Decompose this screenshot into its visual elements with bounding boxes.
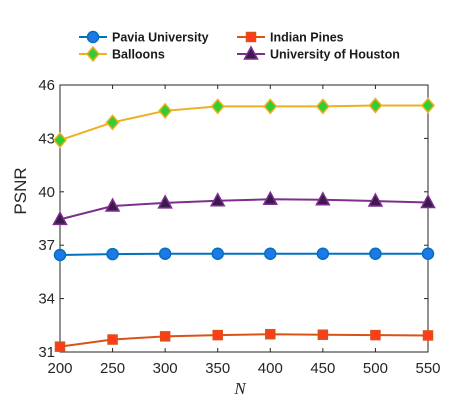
legend-marker-pavia-university <box>86 30 100 44</box>
data-point-pavia-university-4 <box>264 247 277 260</box>
x-tick-label-5: 450 <box>310 360 335 377</box>
data-point-university-of-houston-3 <box>209 192 226 207</box>
series-pavia-university <box>53 247 435 262</box>
data-point-balloons-7 <box>421 97 435 114</box>
legend-label-indian-pines: Indian Pines <box>270 31 344 45</box>
series-layer <box>52 97 436 352</box>
data-point-balloons-5 <box>315 98 330 115</box>
x-axis-label: N <box>233 379 247 398</box>
y-axis-label: PSNR <box>11 167 30 214</box>
series-line-indian-pines <box>59 333 429 348</box>
data-point-pavia-university-3 <box>211 247 224 260</box>
series-line-balloons <box>59 104 428 142</box>
y-tick-label-2: 37 <box>38 237 55 254</box>
data-point-university-of-houston-7 <box>420 193 436 209</box>
y-tick-label-4: 43 <box>38 130 55 147</box>
series-line-university-of-houston <box>59 198 429 221</box>
legend-label-balloons: Balloons <box>112 48 165 62</box>
series-indian-pines <box>54 328 434 352</box>
y-tick-label-0: 31 <box>38 344 55 361</box>
legend-marker-indian-pines <box>245 31 257 43</box>
legend-marker-university-of-houston <box>243 45 259 60</box>
data-point-balloons-3 <box>210 98 225 115</box>
x-tick-label-7: 550 <box>415 360 440 377</box>
y-tick-label-1: 34 <box>38 291 55 308</box>
data-point-balloons-4 <box>263 98 278 115</box>
data-point-pavia-university-2 <box>158 247 172 260</box>
data-point-balloons-2 <box>158 102 173 119</box>
legend-item-university-of-houston: University of Houston <box>237 45 400 62</box>
x-tick-label-3: 350 <box>205 360 230 377</box>
plot-axes: 200 250 300 350 400 450 500 550 31 34 37 40 43 46 <box>38 77 440 377</box>
legend-marker-balloons <box>86 45 100 63</box>
legend-item-balloons: Balloons <box>79 45 165 63</box>
series-university-of-houston <box>52 190 436 226</box>
data-point-pavia-university-0 <box>53 248 67 262</box>
x-tick-label-4: 400 <box>258 360 283 377</box>
data-point-university-of-houston-0 <box>52 210 68 226</box>
data-point-pavia-university-1 <box>106 247 119 261</box>
data-point-university-of-houston-2 <box>157 194 173 209</box>
legend-label-pavia-university: Pavia University <box>112 31 209 45</box>
data-point-indian-pines-1 <box>107 334 118 345</box>
data-point-university-of-houston-1 <box>104 197 121 212</box>
data-point-pavia-university-6 <box>369 247 382 260</box>
x-tick-label-1: 250 <box>100 360 125 377</box>
data-point-indian-pines-0 <box>54 341 66 352</box>
data-point-indian-pines-6 <box>370 329 381 341</box>
y-tick-label-3: 40 <box>38 184 55 201</box>
legend-item-indian-pines: Indian Pines <box>237 31 344 45</box>
plot-frame <box>59 84 429 353</box>
data-point-balloons-1 <box>105 114 120 131</box>
legend: Pavia University Indian Pines Balloons Univ… <box>79 31 400 63</box>
data-point-indian-pines-5 <box>317 329 329 340</box>
data-point-pavia-university-7 <box>421 247 435 260</box>
legend-item-pavia-university: Pavia University <box>79 31 209 45</box>
data-point-balloons-6 <box>368 97 383 114</box>
data-point-university-of-houston-4 <box>262 190 279 206</box>
data-point-indian-pines-7 <box>422 330 434 341</box>
x-tick-label-6: 500 <box>363 360 388 377</box>
series-line-pavia-university <box>59 252 428 256</box>
data-point-indian-pines-4 <box>265 328 276 340</box>
data-point-university-of-houston-6 <box>367 192 384 207</box>
data-point-indian-pines-3 <box>212 329 223 341</box>
x-tick-label-2: 300 <box>153 360 178 377</box>
x-tick-label-0: 200 <box>47 360 72 377</box>
y-tick-label-5: 46 <box>38 77 55 94</box>
data-point-balloons-0 <box>53 132 67 149</box>
data-point-pavia-university-5 <box>316 247 330 260</box>
data-point-indian-pines-2 <box>159 331 171 342</box>
series-balloons <box>53 97 435 149</box>
data-point-university-of-houston-5 <box>315 191 331 206</box>
legend-label-university-of-houston: University of Houston <box>270 48 400 62</box>
